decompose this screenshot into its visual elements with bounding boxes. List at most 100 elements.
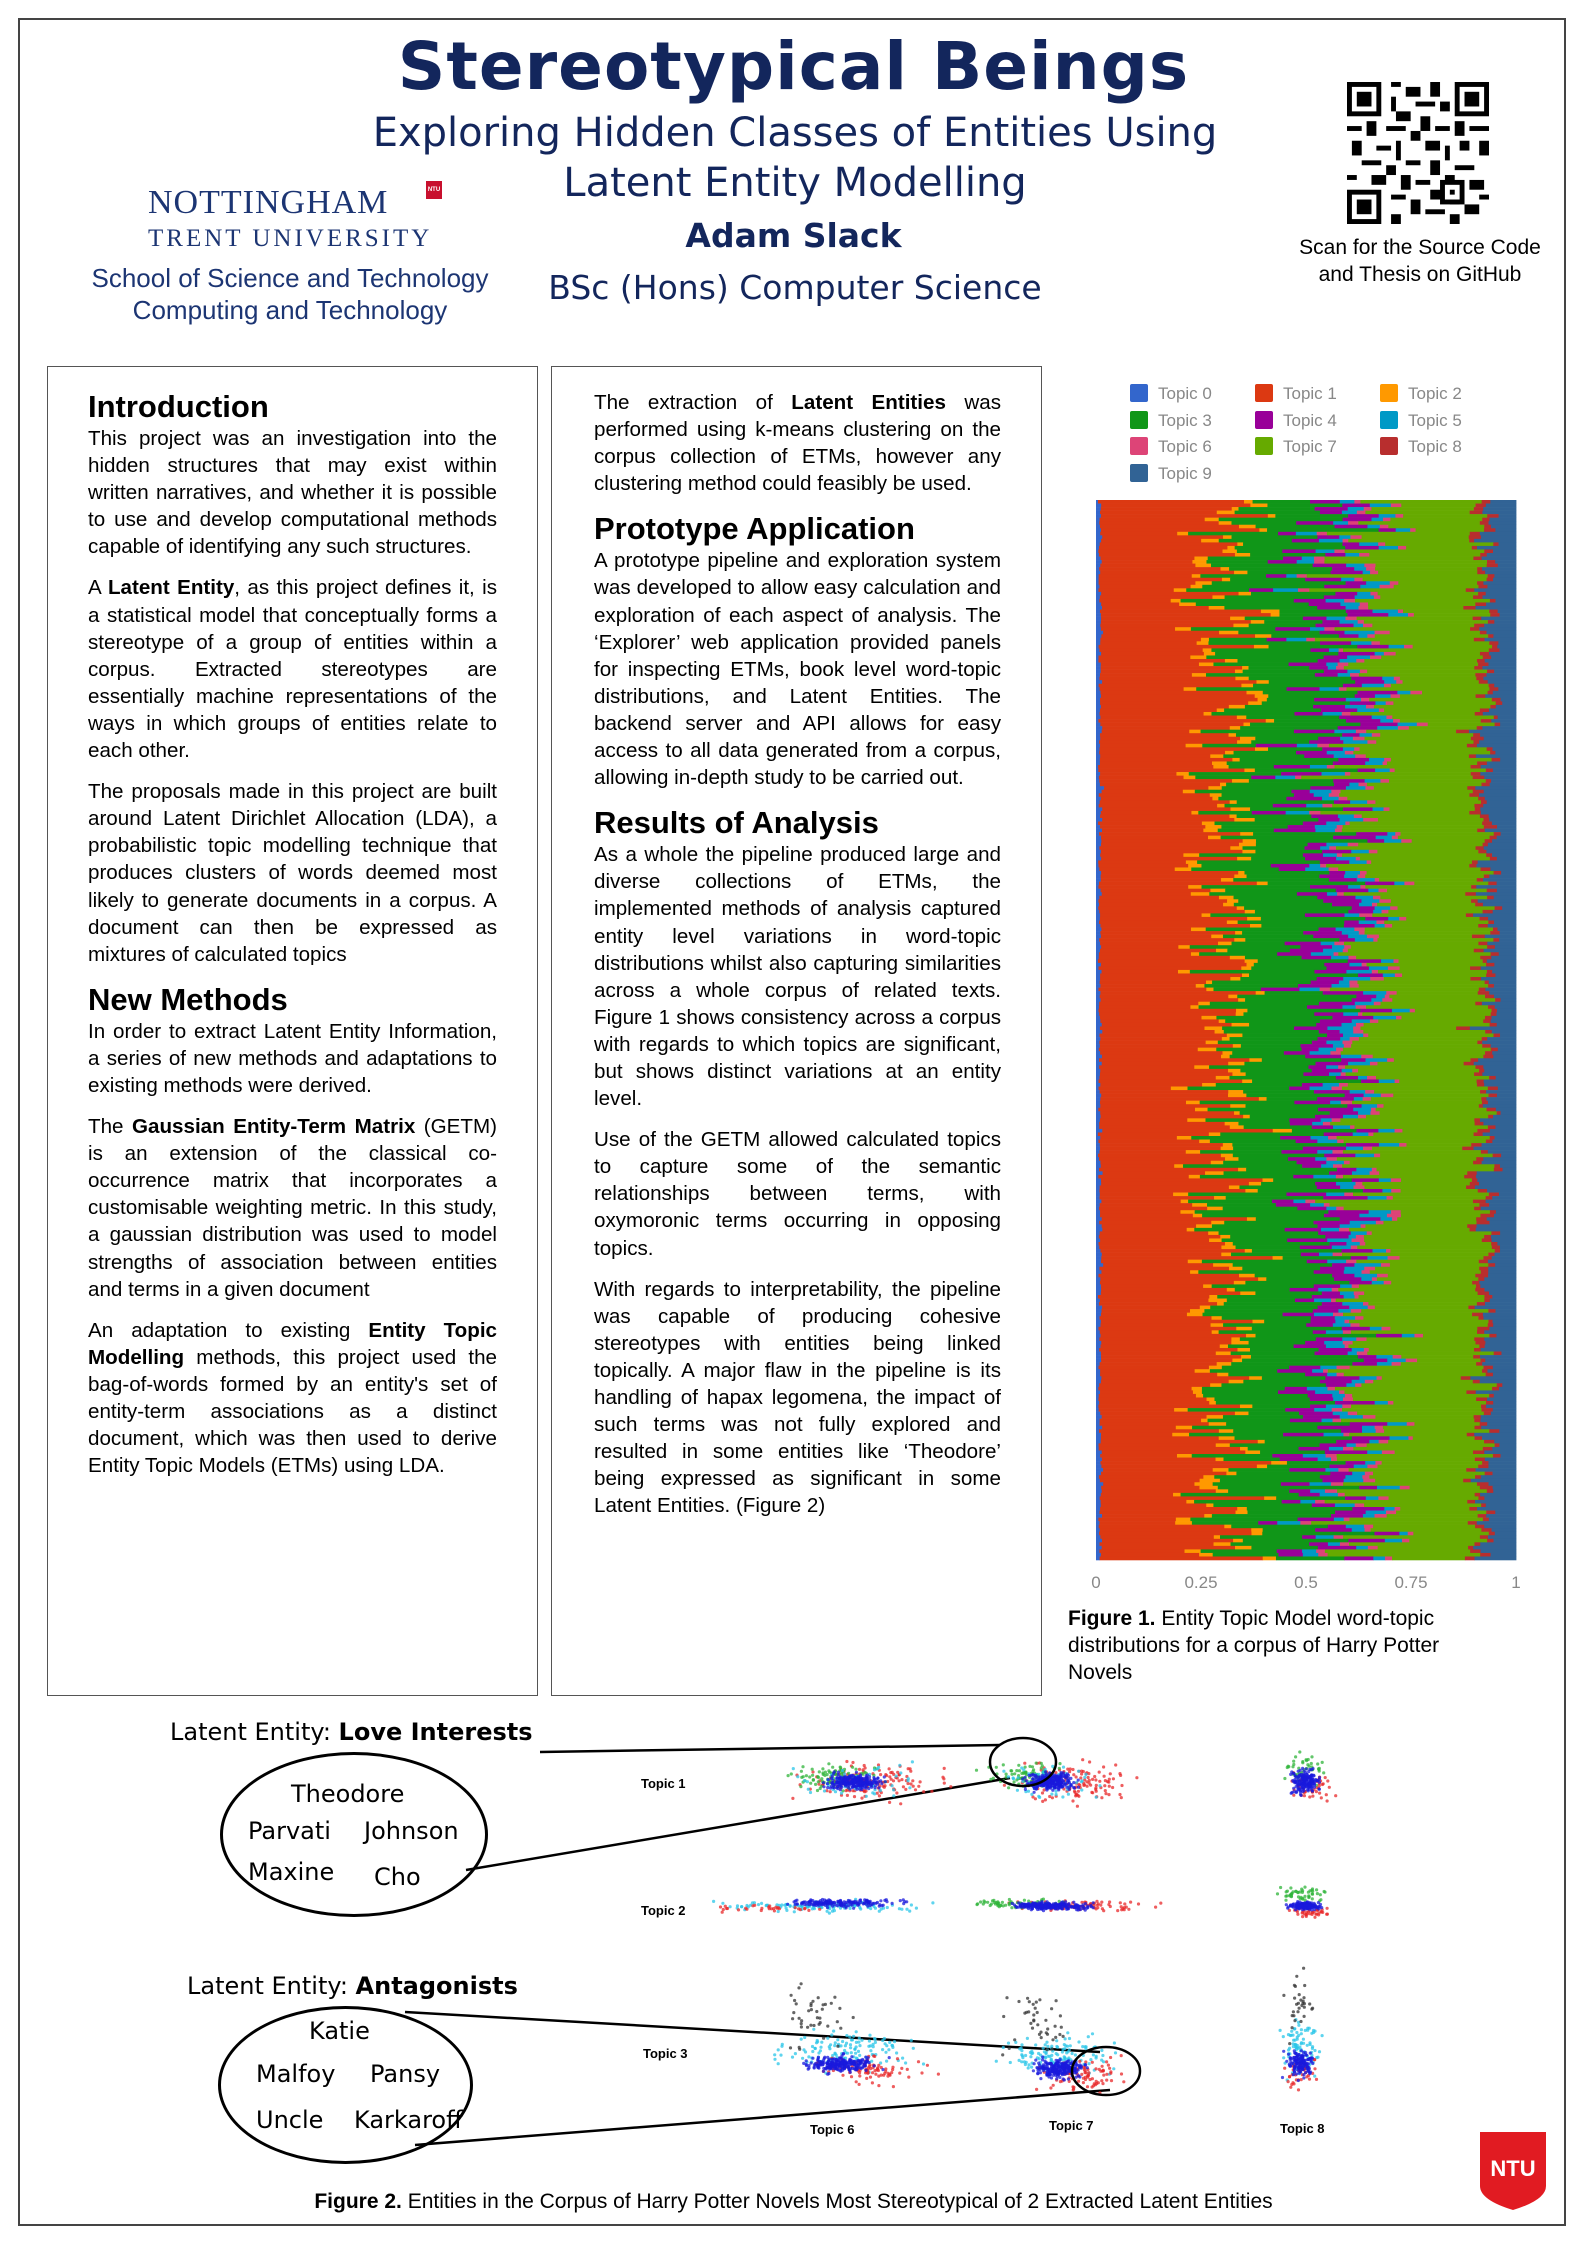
bar-segment [1100,556,1195,561]
legend-entry: Topic 0 [1130,384,1212,404]
bar-segment [1474,623,1485,628]
legend-swatch [1255,410,1273,429]
university-logo-text: NOTTINGHAM TRENT UNIVERSITY [148,186,432,256]
bar-segment [1293,598,1326,603]
qr-caption-line-1: Scan for the Source Code [1299,236,1541,259]
bar-segment [1233,623,1250,628]
bar-segment [1487,669,1495,674]
bar-segment [1488,521,1517,526]
bar-segment [1316,531,1328,536]
bar-segment [1470,627,1480,632]
bar-segment [1358,673,1476,677]
bar-segment [1253,644,1269,649]
bar-segment [1220,567,1230,571]
bar-segment [1486,673,1517,677]
bar-segment [1099,598,1172,603]
bar-segment [1484,524,1492,529]
bar-segment [1479,651,1490,656]
text-span: The extraction of [594,391,792,414]
bar-segment [1314,556,1325,561]
bar-segment [1238,524,1256,529]
bar-segment [1393,676,1401,681]
bar-segment [1208,606,1225,610]
bar-segment [1473,637,1485,642]
bar-segment [1469,510,1483,515]
bar-segment [1489,517,1517,522]
bar-segment [1096,538,1102,543]
bar-segment [1100,620,1252,624]
bar-segment [1302,616,1327,621]
bar-segment [1244,616,1304,621]
bar-segment [1487,514,1499,518]
legend-entry: Topic 2 [1380,384,1462,404]
bar-segment [1358,521,1481,526]
legend-swatch [1380,437,1398,455]
bar-segment [1495,598,1517,603]
bar-segment [1279,613,1348,617]
bar-segment [1351,676,1383,681]
bar-segment [1415,528,1485,533]
bar-segment [1100,623,1234,628]
bar-segment [1375,567,1478,571]
bar-segment [1096,606,1103,610]
bar-segment [1206,673,1316,677]
bar-segment [1096,556,1101,561]
bar-segment [1242,666,1249,670]
bar-segment [1229,567,1333,571]
bar-segment [1372,609,1399,614]
bar-segment [1100,666,1243,670]
bar-segment [1389,581,1399,586]
bar-segment [1485,591,1517,596]
bar-segment [1357,620,1365,624]
text-span: methods, this project used the bag-of-wo… [88,1345,497,1478]
bar-segment [1098,577,1223,582]
bar-segment [1101,651,1205,656]
text-span: was performed using k-means clustering o… [594,391,1001,496]
bar-segment [1317,606,1346,610]
latent-entity-1-name: Love Interests [338,1718,533,1746]
bar-segment [1338,634,1359,639]
legend-entry: Topic 9 [1130,463,1212,484]
bar-segment [1374,634,1489,639]
bold-term: Latent Entities [791,391,946,414]
poster-subtitle: Exploring Hidden Classes of Entities Usi… [330,108,1260,208]
bar-segment [1379,524,1389,529]
bar-segment [1339,659,1357,663]
bar-segment [1200,574,1267,579]
bar-segment [1191,673,1207,677]
bar-segment [1100,613,1272,617]
bar-segment [1096,651,1102,656]
bar-segment [1485,503,1517,508]
bar-segment [1366,581,1391,586]
bar-segment [1333,521,1349,526]
bar-segment [1475,673,1487,677]
bar-segment [1483,528,1496,533]
bar-segment [1344,630,1375,635]
bar-segment [1267,514,1276,518]
bar-segment [1222,549,1238,554]
legend-swatch [1380,410,1398,429]
legend-swatch [1255,437,1273,455]
bar-segment [1308,602,1341,607]
bar-segment [1100,637,1202,642]
bar-segment [1101,503,1251,508]
bar-segment [1486,602,1517,607]
bar-segment [1296,521,1334,526]
bar-segment [1393,584,1479,589]
bar-segment [1096,588,1099,593]
bar-segment [1482,567,1517,571]
bar-segment [1096,623,1101,628]
column-introduction: Introduction This project was an investi… [47,366,538,1696]
bar-segment [1096,676,1100,681]
bar-segment [1248,623,1316,628]
bar-segment [1390,503,1402,508]
bar-segment [1484,637,1517,642]
qr-code-icon[interactable] [1347,82,1489,224]
legend-entry: Topic 1 [1255,384,1337,404]
bar-segment [1379,584,1395,589]
bar-segment [1479,521,1489,526]
bar-segment [1487,584,1517,589]
bar-segment [1345,606,1359,610]
bar-segment [1206,560,1269,564]
